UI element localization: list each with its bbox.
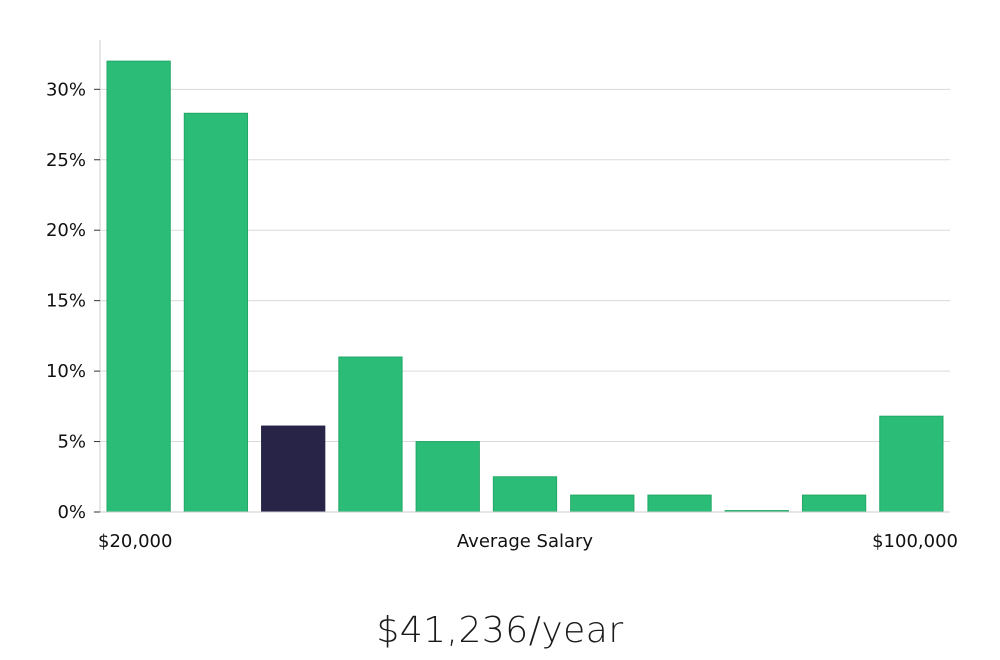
histogram-bar: [647, 494, 712, 513]
x-axis-title: Average Salary: [457, 531, 594, 552]
histogram-bar: [183, 112, 249, 513]
x-axis-min-label: $20,000: [98, 531, 172, 552]
y-axis-ticks: 0% 5% 10% 15% 20% 25% 30%: [46, 79, 100, 523]
average-salary-summary: $41,236/year: [376, 610, 624, 651]
histogram-bar: [492, 476, 558, 513]
y-tick-label: 30%: [46, 79, 86, 100]
y-tick-label: 20%: [46, 220, 86, 241]
histogram-bar: [801, 494, 867, 513]
y-tick-label: 10%: [46, 361, 86, 382]
y-tick-label: 25%: [46, 150, 86, 171]
histogram-bar-highlighted: [261, 425, 326, 513]
histogram-bars: [106, 60, 944, 513]
y-tick-label: 15%: [46, 291, 86, 312]
y-tick-label: 0%: [57, 502, 86, 523]
histogram-bar: [879, 415, 944, 513]
x-axis-max-label: $100,000: [872, 531, 958, 552]
histogram-bar: [415, 441, 480, 513]
histogram-bar: [570, 494, 635, 513]
salary-histogram: 0% 5% 10% 15% 20% 25% 30% $20,000 Average Sala…: [46, 40, 958, 552]
axes: [99, 40, 950, 513]
histogram-bar: [106, 60, 171, 513]
histogram-bar: [338, 356, 403, 513]
y-tick-label: 5%: [57, 432, 86, 453]
